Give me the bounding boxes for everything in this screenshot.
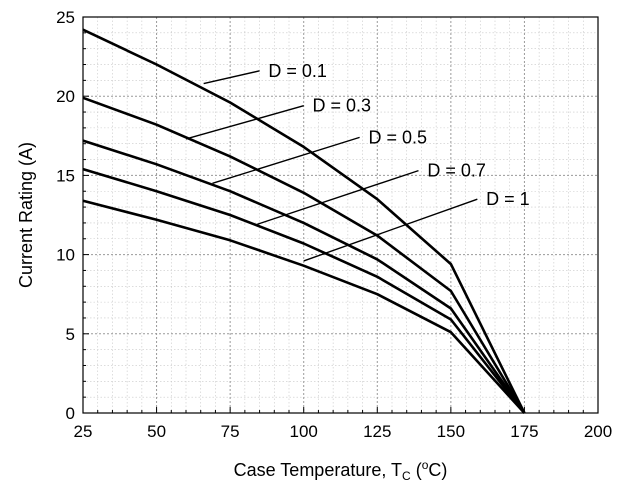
x-tick-label: 75 — [221, 422, 240, 441]
series-lines — [82, 28, 526, 414]
x-axis-title: Case Temperature, TC (oC) — [234, 458, 448, 483]
x-tick-labels: 25 50 75 100 125 150 175 200 — [74, 422, 613, 441]
x-tick-label: 175 — [510, 422, 538, 441]
y-tick-label: 5 — [66, 325, 75, 344]
y-axis-title: Current Rating (A) — [16, 142, 36, 288]
minor-grid — [83, 17, 598, 413]
annotation-label: D = 1 — [486, 189, 530, 209]
x-tick-label: 150 — [437, 422, 465, 441]
y-tick-label: 20 — [56, 87, 75, 106]
series-line — [82, 139, 526, 414]
x-tick-label: 200 — [584, 422, 612, 441]
annotation-leader-line — [256, 169, 419, 226]
y-tick-label: 15 — [56, 166, 75, 185]
annotation-leader-line — [185, 105, 304, 140]
annotation-leader-line — [203, 70, 260, 85]
x-tick-label: 25 — [74, 422, 93, 441]
ticks — [82, 16, 599, 414]
x-axis-title-subscript: C — [402, 469, 411, 483]
annotation-label: D = 0.7 — [427, 161, 486, 181]
x-axis-title-main: Case Temperature, T — [234, 460, 402, 480]
x-axis-title-open: ( — [411, 460, 422, 480]
y-tick-label: 25 — [56, 8, 75, 27]
x-axis-title-superscript: o — [422, 458, 429, 472]
series-line — [82, 96, 526, 414]
y-tick-label: 10 — [56, 246, 75, 265]
annotations: D = 0.1 D = 0.3 D = 0.5D = 0.7D = 1 — [185, 61, 530, 262]
annotation-label: D = 0.1 — [268, 61, 327, 81]
x-axis-title-close: C) — [428, 460, 447, 480]
major-grid — [83, 17, 598, 413]
x-tick-label: 100 — [290, 422, 318, 441]
y-tick-labels: 0 5 10 15 20 25 — [56, 8, 75, 423]
series-line — [82, 28, 526, 414]
y-tick-label: 0 — [66, 404, 75, 423]
annotation-label: D = 0.5 — [368, 127, 427, 147]
series-line — [82, 199, 526, 414]
annotation-leader-line — [212, 136, 360, 184]
series-line — [82, 167, 526, 414]
annotation-label: D = 0.3 — [313, 96, 372, 116]
plot-frame — [82, 16, 599, 414]
x-tick-label: 125 — [363, 422, 391, 441]
x-tick-label: 50 — [147, 422, 166, 441]
annotation-leader-line — [303, 198, 478, 262]
